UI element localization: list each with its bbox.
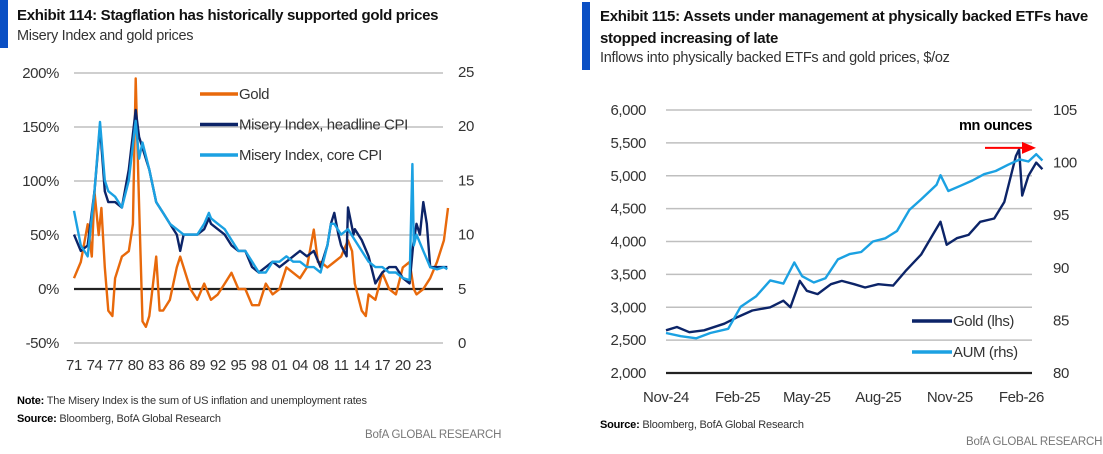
exhibit-114-accent-bar xyxy=(0,0,8,48)
x-tick-label: 11 xyxy=(334,357,349,374)
y-left-tick-label: 5,000 xyxy=(610,168,646,185)
exhibit-114-source: Source: Bloomberg, BofA Global Research xyxy=(17,413,221,425)
y-left-tick-label: -50% xyxy=(26,335,59,352)
y-right-tick-label: 95 xyxy=(1053,207,1069,224)
legend-label: Gold xyxy=(239,86,269,103)
y-left-tick-label: 100% xyxy=(22,173,59,190)
source-label: Source: xyxy=(17,413,57,425)
y-right-tick-label: 90 xyxy=(1053,260,1069,277)
x-tick-label: 71 xyxy=(66,357,82,374)
x-tick-label: 98 xyxy=(251,357,267,374)
x-tick-label: Feb-26 xyxy=(999,389,1044,406)
x-tick-label: Feb-25 xyxy=(715,389,760,406)
y-right-tick-label: 105 xyxy=(1053,102,1077,119)
legend-label: Gold (lhs) xyxy=(953,313,1014,330)
series-line-gold xyxy=(72,77,450,328)
x-tick-label: 74 xyxy=(87,357,103,374)
x-tick-label: 77 xyxy=(107,357,123,374)
x-tick-label: 01 xyxy=(272,357,288,374)
x-tick-label: 23 xyxy=(415,357,431,374)
y-left-tick-label: 2,000 xyxy=(610,365,646,382)
exhibit-114-title: Exhibit 114: Stagflation has historicall… xyxy=(17,7,439,24)
x-tick-label: 92 xyxy=(210,357,226,374)
y-right-tick-label: 20 xyxy=(458,118,474,135)
x-tick-label: May-25 xyxy=(783,389,831,406)
y-left-tick-label: 4,000 xyxy=(610,234,646,251)
note-text: The Misery Index is the sum of US inflat… xyxy=(44,395,367,407)
y-left-tick-label: 3,500 xyxy=(610,266,646,283)
x-tick-label: 95 xyxy=(230,357,246,374)
y-left-tick-label: 2,500 xyxy=(610,332,646,349)
series-line-misery-index-core-cpi xyxy=(72,119,448,282)
x-tick-label: Nov-24 xyxy=(643,389,689,406)
source-text: Bloomberg, BofA Global Research xyxy=(56,413,221,425)
legend-label: AUM (rhs) xyxy=(953,344,1018,361)
x-tick-label: 04 xyxy=(292,357,308,374)
x-tick-label: Nov-25 xyxy=(927,389,973,406)
y-left-tick-label: 5,500 xyxy=(610,135,646,152)
x-tick-label: 08 xyxy=(313,357,329,374)
exhibit-115-accent-bar xyxy=(582,2,590,70)
unit-label: mn ounces xyxy=(959,118,1032,134)
y-right-tick-label: 0 xyxy=(458,335,466,352)
y-right-tick-label: 25 xyxy=(458,64,474,81)
exhibit-115-title-line1: Exhibit 115: Assets under management at … xyxy=(600,8,1088,25)
y-left-tick-label: 3,000 xyxy=(610,299,646,316)
x-tick-label: 89 xyxy=(189,357,205,374)
x-tick-label: 17 xyxy=(374,357,390,374)
y-right-tick-label: 10 xyxy=(458,227,474,244)
series-line-aum-rhs- xyxy=(665,152,1044,340)
y-left-tick-label: 150% xyxy=(22,119,59,136)
y-right-tick-label: 5 xyxy=(458,281,466,298)
exhibit-115-brand: BofA GLOBAL RESEARCH xyxy=(966,436,1103,448)
y-right-tick-label: 15 xyxy=(458,172,474,189)
note-label: Note: xyxy=(17,395,45,407)
exhibit-114-note: Note: The Misery Index is the sum of US … xyxy=(17,395,367,407)
y-right-tick-label: 85 xyxy=(1053,312,1069,329)
source-label: Source: xyxy=(600,419,640,431)
exhibit-114-subtitle: Misery Index and gold prices xyxy=(17,28,194,44)
x-tick-label: 14 xyxy=(354,357,370,374)
exhibit-115-source: Source: Bloomberg, BofA Global Research xyxy=(600,419,804,431)
x-tick-label: 83 xyxy=(148,357,164,374)
x-tick-label: 86 xyxy=(169,357,185,374)
y-left-tick-label: 6,000 xyxy=(610,102,646,119)
legend-label: Misery Index, headline CPI xyxy=(239,117,408,134)
series-line-gold-lhs- xyxy=(665,148,1044,334)
exhibit-115-subtitle: Inflows into physically backed ETFs and … xyxy=(600,50,950,66)
exhibit-115-title-line2: stopped increasing of late xyxy=(600,30,779,47)
y-right-tick-label: 100 xyxy=(1053,155,1077,172)
x-tick-label: 20 xyxy=(395,357,411,374)
y-left-tick-label: 50% xyxy=(30,227,59,244)
source-text: Bloomberg, BofA Global Research xyxy=(639,419,804,431)
y-left-tick-label: 4,500 xyxy=(610,201,646,218)
y-left-tick-label: 0% xyxy=(38,281,59,298)
x-tick-label: 80 xyxy=(128,357,144,374)
exhibit-114-brand: BofA GLOBAL RESEARCH xyxy=(365,429,502,441)
y-left-tick-label: 200% xyxy=(22,65,59,82)
exhibit-115-chart: 6,000 5,500 5,000 4,500 4,000 3,500 3,000 2,500… xyxy=(610,102,1077,406)
y-right-tick-label: 80 xyxy=(1053,365,1069,382)
arrow-head-icon xyxy=(1022,141,1036,154)
legend-label: Misery Index, core CPI xyxy=(239,147,382,164)
x-tick-label: Aug-25 xyxy=(855,389,901,406)
